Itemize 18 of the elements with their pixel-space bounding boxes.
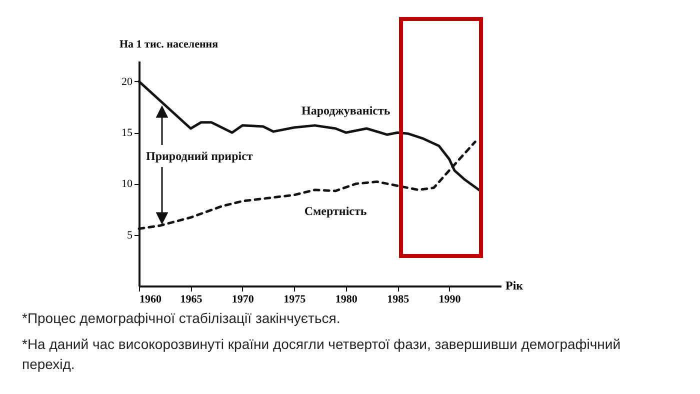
- x-tick-label: 1990: [438, 294, 462, 306]
- x-axis-title: Рік: [506, 278, 524, 292]
- x-tick-label: 1980: [335, 294, 358, 306]
- x-tick-label: 1965: [180, 294, 203, 306]
- x-tick-label: 1985: [387, 294, 410, 306]
- x-tick-label: 1975: [284, 294, 306, 306]
- series-label: Смертність: [304, 204, 368, 218]
- x-tick-label: 1960: [140, 294, 162, 306]
- y-tick-label: 20: [122, 76, 133, 88]
- text: *Процес демографічної стабілізації закінчується.: [22, 309, 342, 328]
- y-tick-label: 15: [122, 127, 133, 140]
- x-tick-label: 1970: [232, 294, 254, 306]
- series-label: Народжуваність: [301, 104, 391, 118]
- y-tick-label: 10: [122, 178, 133, 190]
- y-tick-label: 5: [127, 229, 133, 242]
- y-axis-title: На 1 тис. населення: [120, 38, 218, 50]
- annotation: Природний приріст: [146, 149, 253, 164]
- text: *На даний час високорозвинуті країни досягли четвертої фази, завершивши демографічний перехід.: [22, 335, 622, 374]
